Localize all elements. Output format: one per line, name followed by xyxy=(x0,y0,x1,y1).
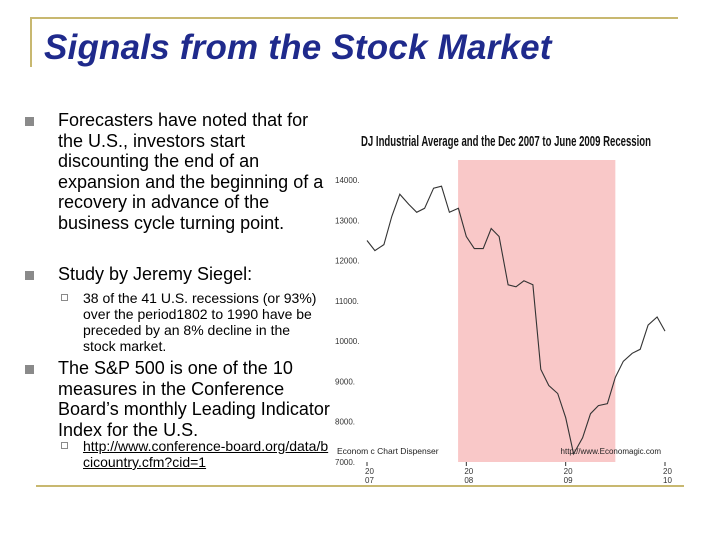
x-tick-label: 08 xyxy=(464,476,473,485)
y-tick-label: 13000. xyxy=(335,216,359,225)
y-tick-label: 11000. xyxy=(335,297,359,306)
y-tick-label: 10000. xyxy=(335,337,359,346)
y-tick-label: 9000. xyxy=(335,377,355,386)
dj-chart: DJ Industrial Average and the Dec 2007 t… xyxy=(335,134,672,485)
recession-band xyxy=(458,160,616,462)
y-tick-label: 14000. xyxy=(335,176,359,185)
conference-board-link[interactable]: http://www.conference-board.org/data/bci… xyxy=(83,438,329,470)
frame-top-rule xyxy=(30,17,678,19)
hollow-square-bullet-icon xyxy=(61,442,68,449)
x-tick-label: 20 xyxy=(365,467,374,476)
x-tick-label: 20 xyxy=(464,467,473,476)
x-tick-label: 20 xyxy=(663,467,672,476)
bullet-item: Forecasters have noted that for the U.S.… xyxy=(20,110,332,233)
y-tick-label: 8000. xyxy=(335,418,355,427)
y-tick-label: 7000. xyxy=(335,458,355,467)
x-tick-label: 09 xyxy=(564,476,573,485)
frame-left-rule xyxy=(30,17,32,67)
sub-bullet-text: 38 of the 41 U.S. recessions (or 93%) ov… xyxy=(83,290,317,354)
x-tick-label: 10 xyxy=(663,476,672,485)
bullet-item: Study by Jeremy Siegel: xyxy=(20,264,252,285)
square-bullet-icon xyxy=(25,271,34,280)
bullet-text: The S&P 500 is one of the 10 measures in… xyxy=(58,358,330,440)
chart-title: DJ Industrial Average and the Dec 2007 t… xyxy=(361,134,651,150)
slide-title: Signals from the Stock Market xyxy=(44,28,552,67)
dj-series-line xyxy=(366,185,666,456)
y-tick-label: 12000. xyxy=(335,257,359,266)
square-bullet-icon xyxy=(25,117,34,126)
x-tick-label: 07 xyxy=(365,476,374,485)
bullet-item: The S&P 500 is one of the 10 measures in… xyxy=(20,358,332,440)
hollow-square-bullet-icon xyxy=(61,294,68,301)
sub-bullet-item: http://www.conference-board.org/data/bci… xyxy=(58,438,330,470)
sub-bullet-item: 38 of the 41 U.S. recessions (or 93%) ov… xyxy=(58,290,320,354)
chart-source-left: Econom c Chart Dispenser xyxy=(337,446,439,456)
square-bullet-icon xyxy=(25,365,34,374)
x-tick-label: 20 xyxy=(564,467,573,476)
chart-source-right: http://www.Economagic.com xyxy=(561,447,662,456)
frame-bottom-rule xyxy=(36,485,684,487)
bullet-text: Forecasters have noted that for the U.S.… xyxy=(58,110,324,233)
bullet-text: Study by Jeremy Siegel: xyxy=(58,264,253,284)
